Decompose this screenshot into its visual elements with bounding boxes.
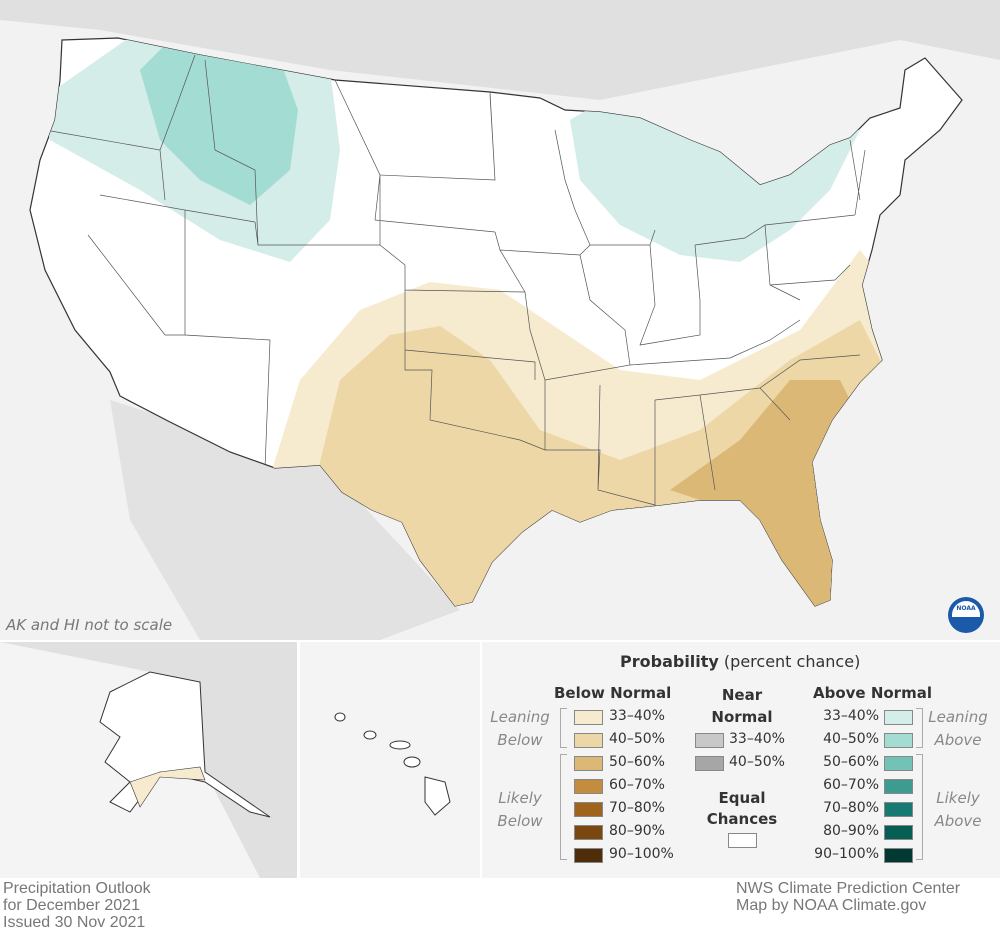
below-label: 40–50% (609, 731, 665, 747)
below-label: 80–90% (609, 823, 665, 839)
leaning-below-label: Leaning Below (490, 708, 550, 749)
below-swatch (574, 756, 603, 771)
near-swatch (695, 733, 724, 748)
above-label: 50–60% (823, 754, 879, 770)
leaning-above-label: Leaning Above (928, 708, 988, 749)
above-swatch (884, 848, 913, 863)
below-label: 70–80% (609, 800, 665, 816)
above-40-50-northwest (140, 40, 298, 205)
hawaii-inset (300, 642, 480, 878)
near-label: 33–40% (729, 731, 785, 747)
below-swatch (574, 733, 603, 748)
below-label: 90–100% (609, 846, 674, 862)
above-normal-header: Above Normal (813, 684, 932, 702)
near-label: 40–50% (729, 754, 785, 770)
bracket (916, 754, 923, 860)
below-swatch (574, 802, 603, 817)
likely-below-label: Likely Below (497, 789, 543, 830)
equal-chances-header: Equal Chances (706, 789, 778, 828)
above-label: 70–80% (823, 800, 879, 816)
above-swatch (884, 733, 913, 748)
near-swatch (695, 756, 724, 771)
conus-map (0, 0, 1000, 640)
below-swatch (574, 848, 603, 863)
above-label: 60–70% (823, 777, 879, 793)
legend-title: Probability (percent chance) (620, 652, 861, 671)
logo-text: NOAA (956, 605, 976, 612)
bracket (560, 754, 567, 860)
alaska-inset (0, 642, 297, 878)
above-label: 80–90% (823, 823, 879, 839)
below-label: 33–40% (609, 708, 665, 724)
near-normal-header: Near Normal (711, 686, 773, 726)
bracket (916, 708, 923, 748)
bracket (560, 708, 567, 748)
footer-right: NWS Climate Prediction Center Map by NOAA… (736, 880, 961, 914)
equal-chances-swatch (728, 833, 757, 848)
above-swatch (884, 825, 913, 840)
above-swatch (884, 710, 913, 725)
above-swatch (884, 756, 913, 771)
above-label: 40–50% (823, 731, 879, 747)
below-swatch (574, 779, 603, 794)
below-swatch (574, 710, 603, 725)
above-swatch (884, 802, 913, 817)
conus-map-svg (0, 0, 1000, 640)
below-swatch (574, 825, 603, 840)
state-borders (44, 54, 906, 506)
likely-above-label: Likely Above (934, 789, 982, 830)
noaa-logo: NOAA (948, 597, 984, 633)
mexico-shape (110, 400, 460, 640)
above-swatch (884, 779, 913, 794)
below-normal-header: Below Normal (554, 684, 672, 702)
map-note: AK and HI not to scale (6, 616, 173, 634)
below-50-60 (670, 380, 860, 606)
below-label: 50–60% (609, 754, 665, 770)
above-label: 33–40% (823, 708, 879, 724)
legend: Probability (percent chance) Below Norma… (482, 642, 1000, 878)
canada-shape (0, 0, 1000, 100)
footer-left: Precipitation Outlook for December 2021 Is… (3, 880, 151, 931)
below-label: 60–70% (609, 777, 665, 793)
above-label: 90–100% (814, 846, 879, 862)
